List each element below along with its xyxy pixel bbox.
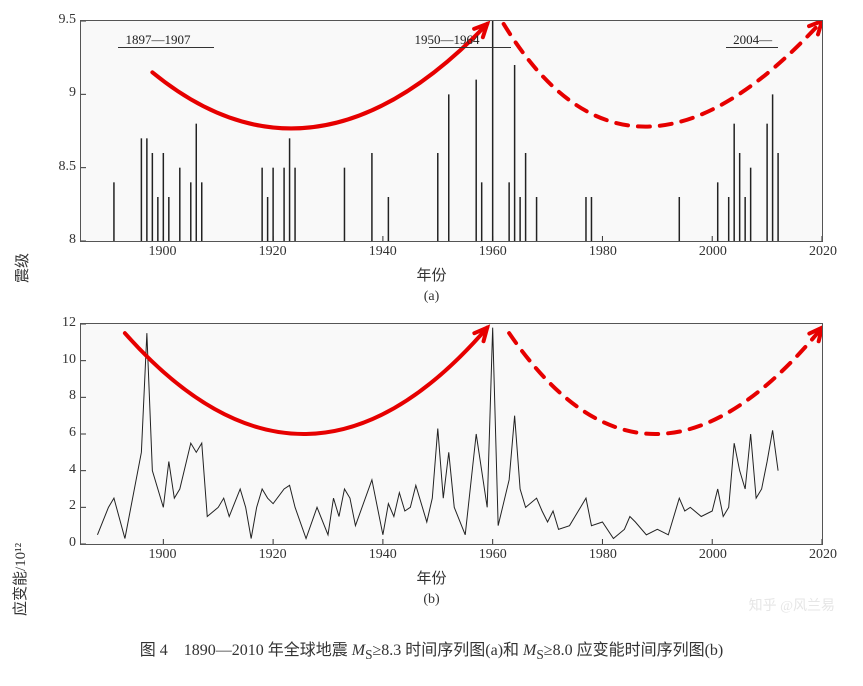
y-tick: 12	[38, 315, 76, 331]
chart-a-xticks: 1900192019401960198020002020	[80, 242, 823, 262]
y-tick: 2	[38, 498, 76, 514]
chart-b-plot	[80, 323, 823, 545]
figure-container: 震级 88.599.5 1897—19071950—19642004— 1900…	[20, 20, 843, 666]
annotation-underline	[429, 47, 511, 48]
figure-caption: 图 4 1890—2010 年全球地震 MS≥8.3 时间序列图(a)和 MS≥…	[20, 638, 843, 666]
chart-b-yticks: 024681012	[40, 323, 78, 608]
annotation-underline	[118, 47, 214, 48]
chart-b-sublabel: (b)	[20, 592, 843, 608]
caption-ge1: ≥8.3 时间序列图(a)和	[373, 642, 524, 659]
x-tick: 1980	[589, 244, 617, 260]
y-tick: 4	[38, 462, 76, 478]
x-tick: 1900	[149, 244, 177, 260]
chart-b-ylabel: 应变能/10¹²	[9, 542, 30, 615]
caption-ms2: M	[523, 642, 536, 659]
y-tick: 8	[38, 232, 76, 248]
y-tick: 9	[38, 85, 76, 101]
chart-b-xlabel: 年份	[20, 567, 843, 588]
caption-ge2: ≥8.0 应变能时间序列图(b)	[544, 642, 723, 659]
chart-b: 应变能/10¹² 024681012 190019201940196019802…	[20, 323, 843, 608]
annotation-underline	[726, 47, 778, 48]
caption-part1: 图 4 1890—2010 年全球地震	[140, 642, 352, 659]
x-tick: 1920	[259, 547, 287, 563]
y-tick: 8.5	[38, 159, 76, 175]
chart-a-svg	[81, 21, 822, 241]
period-annotation: 1950—1964	[414, 32, 479, 48]
x-tick: 1980	[589, 547, 617, 563]
caption-sub2: S	[536, 647, 543, 662]
y-tick: 0	[38, 535, 76, 551]
period-annotation: 1897—1907	[125, 32, 190, 48]
chart-a-sublabel: (a)	[20, 289, 843, 305]
x-tick: 2000	[699, 244, 727, 260]
x-tick: 2020	[809, 547, 837, 563]
chart-a-plot: 1897—1907 1950—1964 2004—	[80, 20, 823, 242]
x-tick: 2000	[699, 547, 727, 563]
chart-a: 震级 88.599.5 1897—19071950—19642004— 1900…	[20, 20, 843, 305]
caption-ms: M	[352, 642, 365, 659]
chart-b-svg	[81, 324, 822, 544]
x-tick: 1920	[259, 244, 287, 260]
x-tick: 1940	[369, 244, 397, 260]
period-annotation: 2004—	[733, 32, 772, 48]
x-tick: 1940	[369, 547, 397, 563]
chart-a-ylabel: 震级	[11, 252, 32, 282]
chart-a-yticks: 88.599.5	[40, 20, 78, 305]
x-tick: 2020	[809, 244, 837, 260]
x-tick: 1900	[149, 547, 177, 563]
caption-sub1: S	[365, 647, 372, 662]
y-tick: 8	[38, 388, 76, 404]
chart-b-xticks: 1900192019401960198020002020	[80, 545, 823, 565]
y-tick: 6	[38, 425, 76, 441]
y-tick: 10	[38, 352, 76, 368]
x-tick: 1960	[479, 547, 507, 563]
chart-a-xlabel: 年份	[20, 264, 843, 285]
x-tick: 1960	[479, 244, 507, 260]
y-tick: 9.5	[38, 12, 76, 28]
